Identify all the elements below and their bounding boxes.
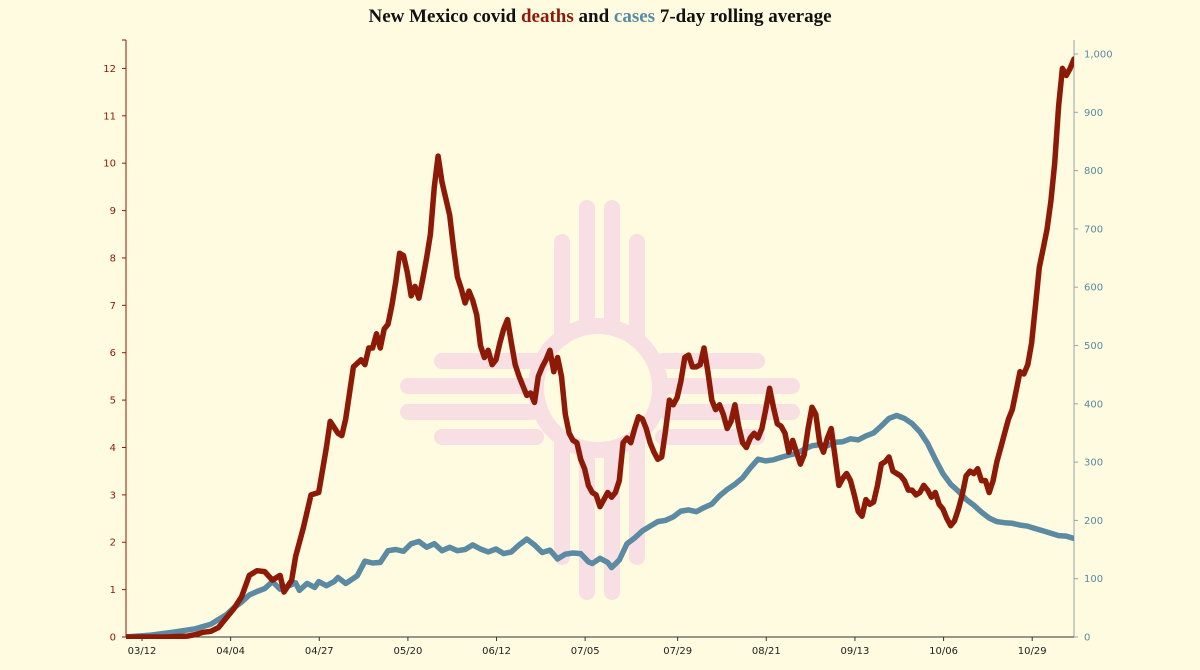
x-tick-label: 07/05 [571,646,600,657]
series-line-cases [126,412,1074,639]
title-prefix: New Mexico covid [368,6,517,27]
zia-ray [400,404,540,420]
y-left-tick-label: 0 [110,633,116,644]
title-suffix: 7-day rolling average [659,6,832,27]
y-right-tick-label: 300 [1084,458,1103,469]
y-right-tick-label: 700 [1084,224,1103,235]
y-left-tick-label: 1 [110,585,116,596]
title-cases-word: cases [613,6,656,27]
x-tick-label: 08/21 [752,646,781,657]
zia-ray [655,353,765,369]
x-tick-label: 04/27 [305,646,334,657]
zia-symbol [400,200,800,600]
y-right-tick-label: 600 [1084,283,1103,294]
zia-ray [554,430,570,565]
y-left-tick-label: 11 [103,111,116,122]
y-right-tick-label: 1,000 [1084,49,1113,60]
y-left-tick-label: 2 [110,538,116,549]
zia-ray [554,234,570,346]
y-left-tick-label: 7 [110,301,116,312]
zia-ray [434,429,544,445]
zia-ray [604,200,620,330]
title-and-word: and [578,6,610,27]
y-right-tick-label: 500 [1084,341,1103,352]
zia-ray [629,430,645,565]
chart-title: New Mexico covid deaths and cases 7-day … [0,6,1200,28]
zia-ray [579,200,595,330]
y-right-tick-label: 0 [1084,633,1090,644]
y-right-tick-label: 200 [1084,516,1103,527]
zia-ray [629,234,645,346]
zia-ray [400,378,540,394]
zia-ray [658,404,800,420]
y-right-tick-label: 400 [1084,399,1103,410]
title-deaths-word: deaths [520,6,574,27]
x-tick-label: 06/12 [482,646,511,657]
x-tick-label: 05/20 [393,646,422,657]
x-tick-label: 04/04 [216,646,245,657]
y-right-tick-label: 800 [1084,166,1103,177]
y-left-tick-label: 3 [110,490,116,501]
y-right-tick-label: 900 [1084,108,1103,119]
y-right-tick-label: 100 [1084,574,1103,585]
x-tick-label: 10/06 [929,646,958,657]
y-left-tick-label: 12 [103,64,116,75]
y-left-tick-label: 9 [110,206,116,217]
y-left-tick-label: 10 [103,159,116,170]
y-left-tick-label: 5 [110,396,116,407]
x-tick-label: 03/12 [128,646,157,657]
x-tick-label: 09/13 [841,646,870,657]
series-line-deaths [126,56,1074,639]
x-tick-label: 07/29 [663,646,692,657]
x-tick-label: 10/29 [1018,646,1047,657]
y-left-tick-label: 8 [110,253,116,264]
y-left-tick-label: 4 [110,443,116,454]
y-left-tick-label: 6 [110,348,116,359]
zia-ray [658,378,800,394]
